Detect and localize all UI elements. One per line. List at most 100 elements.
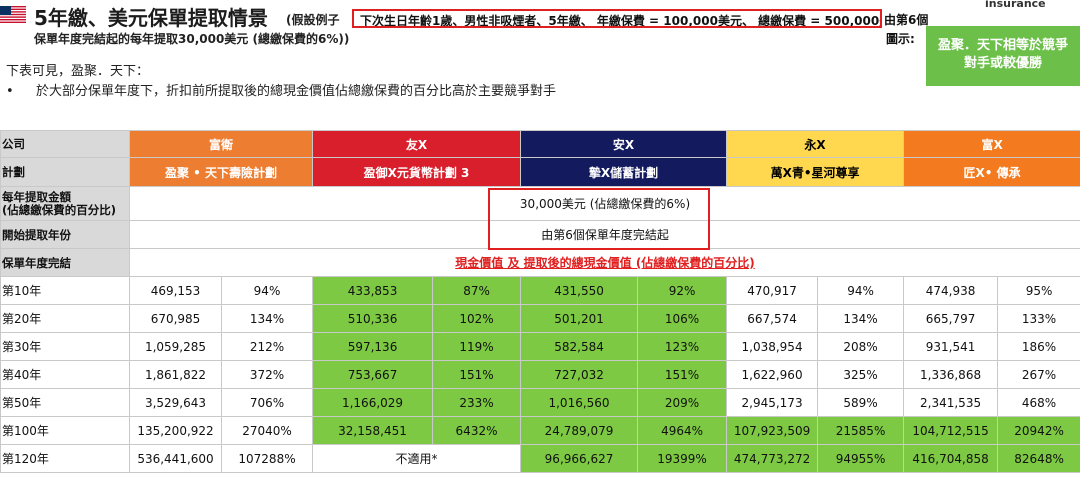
plan-label: 計劃 (0, 157, 130, 187)
table-cell: 32,158,451 (312, 416, 434, 445)
table-cell: 267% (997, 360, 1080, 389)
table-body: 第10年 469,153 94% 433,853 87% 431,550 92% 470,91… (0, 276, 1080, 445)
bullet-point: • 於大部分保單年度下，折扣前所提取後的總現金價值佔總繳保費的百分比高於主要競爭對… (6, 80, 556, 99)
table-cell: 706% (220, 388, 314, 417)
legend-line-2: 對手或較優勝 (963, 56, 1042, 71)
table-cell: 151% (637, 360, 728, 389)
table-cell: 134% (817, 304, 905, 333)
plan-1: 盈聚 • 天下壽險計劃 (128, 157, 314, 187)
legend-green-badge: 盈聚．天下相等於競爭 對手或較優勝 (926, 26, 1080, 86)
table-cell: 670,985 (129, 304, 222, 333)
row-year: 第50年 (0, 388, 130, 417)
row-year: 第40年 (0, 360, 130, 389)
table-cell: 119% (432, 332, 522, 361)
table-row: 第10年 469,153 94% 433,853 87% 431,550 92% 470,91… (0, 276, 1080, 305)
comparison-table: 公司 富衛 友X 安X 永X 富X 計劃 盈聚 • 天下壽險計劃 盈御X元貨幣計… (0, 130, 1080, 473)
withdraw-value: 30,000美元 (佔總繳保費的6%) (128, 186, 1080, 221)
title-sub-line: 保單年度完結起的每年提取30,000美元 (總繳保費的6%)) (34, 32, 350, 46)
table-cell: 597,136 (312, 332, 434, 361)
table-cell: 470,917 (726, 276, 819, 305)
section-title: 現金價值 及 提取後的總現金價值 (佔總繳保費的百分比) (455, 256, 755, 270)
table-cell: 4964% (637, 416, 728, 445)
table-cell: 104,712,515 (903, 416, 999, 445)
table-cell: 27040% (220, 416, 314, 445)
company-4: 永X (726, 130, 905, 158)
table-cell: 212% (220, 332, 314, 361)
table-cell: 931,541 (903, 332, 999, 361)
plan-3: 摯X儲蓄計劃 (520, 157, 728, 187)
table-cell: 92% (637, 276, 728, 305)
table-cell: 233% (432, 388, 522, 417)
title-note-tail: 由第6個 (884, 13, 929, 27)
company-label: 公司 (0, 130, 130, 158)
table-cell: 510,336 (312, 304, 434, 333)
intro-text: 下表可見，盈聚．天下： (6, 64, 150, 79)
table-cell: 123% (637, 332, 728, 361)
table-cell: 1,038,954 (726, 332, 819, 361)
company-fwd: 富衛 (128, 130, 314, 158)
legend-line-1: 盈聚．天下相等於競爭 (937, 38, 1068, 53)
withdraw-label: 每年提取金額 (佔總繳保費的百分比) (0, 186, 130, 221)
table-cell: 94% (817, 276, 905, 305)
table-cell: 94955% (817, 444, 905, 473)
table-cell: 582,584 (520, 332, 639, 361)
table-cell: 208% (817, 332, 905, 361)
table-cell: 665,797 (903, 304, 999, 333)
table-cell: 107288% (220, 444, 314, 473)
table-cell: 325% (817, 360, 905, 389)
table-cell: 106% (637, 304, 728, 333)
table-cell: 133% (997, 304, 1080, 333)
start-value: 由第6個保單年度完結起 (128, 220, 1080, 249)
table-row: 第20年 670,985 134% 510,336 102% 501,201 106% 667… (0, 304, 1080, 333)
plan-5: 匠X• 傳承 (903, 157, 1080, 187)
bullet-dot: • (6, 84, 14, 99)
table-row: 第40年 1,861,822 372% 753,667 151% 727,032 151% 1… (0, 360, 1080, 389)
table-cell: 2,945,173 (726, 388, 819, 417)
table-cell: 589% (817, 388, 905, 417)
table-cell: 474,938 (903, 276, 999, 305)
table-cell: 151% (432, 360, 522, 389)
company-3: 安X (520, 130, 728, 158)
table-cell: 753,667 (312, 360, 434, 389)
table-cell: 431,550 (520, 276, 639, 305)
table-cell: 95% (997, 276, 1080, 305)
table-cell: 1,016,560 (520, 388, 639, 417)
table-cell: 3,529,643 (129, 388, 222, 417)
table-cell: 416,704,858 (903, 444, 999, 473)
table-cell: 474,773,272 (726, 444, 819, 473)
table-cell: 536,441,600 (129, 444, 222, 473)
row-year: 第30年 (0, 332, 130, 361)
bullet-text: 於大部分保單年度下，折扣前所提取後的總現金價值佔總繳保費的百分比高於主要競爭對手 (36, 84, 557, 99)
table-cell: 2,341,535 (903, 388, 999, 417)
table-cell: 20942% (997, 416, 1080, 445)
table-row: 第50年 3,529,643 706% 1,166,029 233% 1,016,560 2… (0, 388, 1080, 417)
row-year: 第100年 (0, 416, 130, 445)
row-year-120: 第120年 (0, 444, 130, 473)
us-flag-icon (0, 6, 26, 23)
legend-label: 圖示: (886, 32, 915, 46)
assumption-box: 下次生日年齡1歲、男性非吸煙者、5年繳、 年繳保費 = 100,000美元、 總… (352, 9, 882, 28)
company-2: 友X (312, 130, 522, 158)
table-cell: 134% (220, 304, 314, 333)
table-cell: 468% (997, 388, 1080, 417)
table-cell: 82648% (997, 444, 1080, 473)
table-cell: 469,153 (129, 276, 222, 305)
table-cell: 6432% (432, 416, 522, 445)
table-cell: 102% (432, 304, 522, 333)
withdraw-label-line1: 每年提取金額 (2, 189, 71, 204)
table-cell: 1,059,285 (129, 332, 222, 361)
table-cell: 1,336,868 (903, 360, 999, 389)
table-row: 第100年 135,200,922 27040% 32,158,451 6432% 24,… (0, 416, 1080, 445)
company-5: 富X (903, 130, 1080, 158)
table-cell: 667,574 (726, 304, 819, 333)
start-label: 開始提取年份 (0, 220, 130, 249)
table-cell: 186% (997, 332, 1080, 361)
table-cell: 96,966,627 (520, 444, 639, 473)
table-cell: 107,923,509 (726, 416, 819, 445)
table-cell: 21585% (817, 416, 905, 445)
table-cell: 209% (637, 388, 728, 417)
table-cell: 501,201 (520, 304, 639, 333)
table-cell: 1,166,029 (312, 388, 434, 417)
section-title-cell: 現金價值 及 提取後的總現金價值 (佔總繳保費的百分比) (128, 248, 1080, 277)
table-cell-not-applicable: 不適用* (312, 444, 522, 473)
